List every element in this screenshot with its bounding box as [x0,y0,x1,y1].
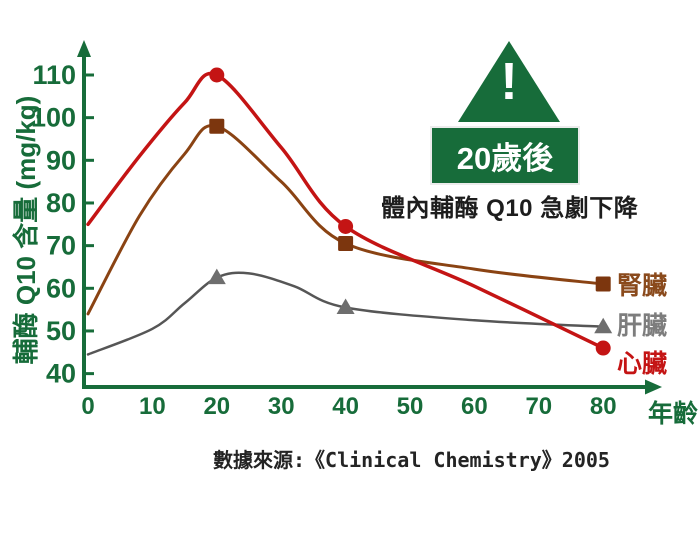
heart-marker-icon [209,67,225,83]
x-tick-label: 10 [139,393,166,420]
y-tick-label: 60 [46,273,76,303]
warning-subtitle: 體內輔酶 Q10 急劇下降 [381,195,639,222]
x-axis-arrow-icon [645,379,662,395]
y-tick-label: 80 [46,188,76,218]
age-20-badge: 20歲後 [432,128,578,183]
x-tick-label: 0 [81,393,94,420]
y-axis-arrow-icon [77,40,91,57]
x-tick-label: 30 [268,393,295,420]
heart-marker-icon [595,340,611,356]
kidney-line [86,123,605,316]
x-tick-label: 60 [461,393,488,420]
y-tick-label: 90 [46,145,76,175]
y-tick-label: 70 [46,231,76,261]
legend-label-kidney: 腎臟 [617,272,668,300]
liver-marker-icon [207,268,226,285]
exclamation-mark-icon: ! [500,53,518,111]
y-axis-title: 輔酶 Q10 含量 (mg/kg) [11,95,41,365]
legend-label-heart: 心臟 [617,350,668,378]
kidney-marker-icon [595,276,611,292]
data-source-caption: 數據來源:《Clinical Chemistry》2005 [213,448,610,472]
x-tick-label: 70 [525,393,552,420]
y-tick-label: 110 [32,60,76,90]
liver-marker-icon [594,317,613,334]
x-axis-title: 年齡 [648,400,699,428]
heart-marker-icon [338,218,354,234]
legend-label-liver: 肝臟 [617,312,668,340]
x-tick-label: 40 [332,393,359,420]
kidney-marker-icon [209,118,225,134]
y-tick-label: 100 [31,103,76,133]
x-tick-label: 50 [397,393,424,420]
liver-line [86,271,605,356]
x-tick-label: 80 [590,393,617,420]
warning-triangle-icon [458,41,560,122]
y-tick-label: 50 [46,316,76,346]
y-tick-label: 40 [46,359,76,389]
heart-line [86,71,605,350]
x-tick-label: 20 [203,393,230,420]
liver-marker-icon [336,298,355,314]
kidney-marker-icon [338,236,354,252]
